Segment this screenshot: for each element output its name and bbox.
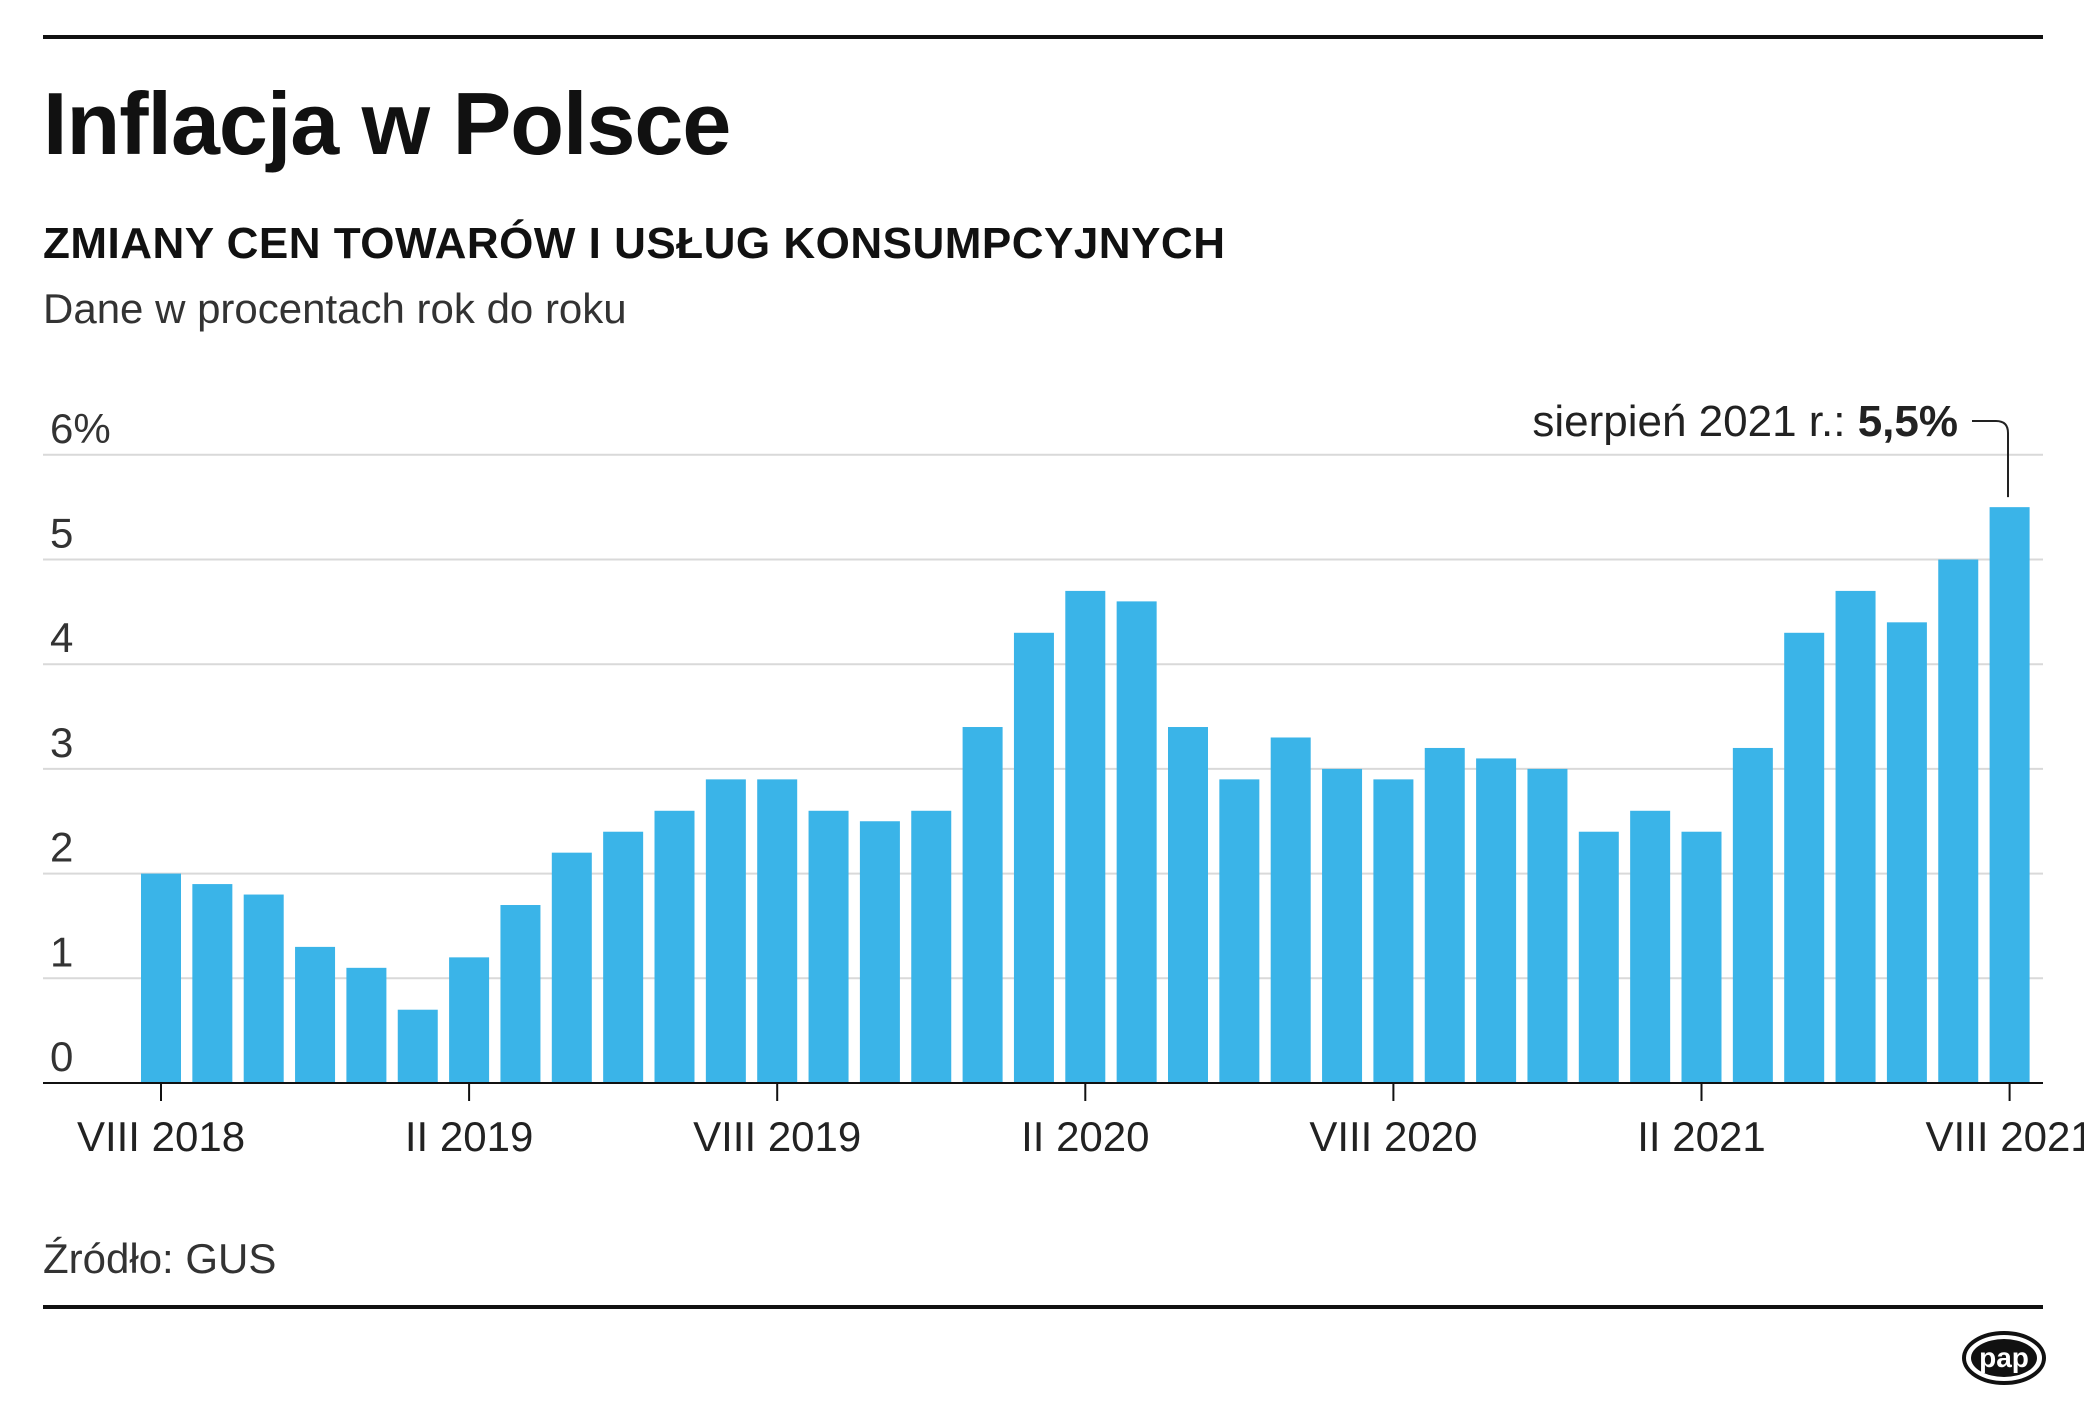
bar — [654, 810, 695, 1083]
top-rule — [43, 35, 2043, 39]
bar — [449, 957, 490, 1083]
bar — [141, 873, 181, 1083]
x-tick-label: VIII 2020 — [1309, 1113, 1477, 1160]
bar — [603, 831, 644, 1083]
bar — [192, 884, 233, 1083]
x-tick-label: VIII 2021 — [1926, 1113, 2084, 1160]
bar — [1989, 507, 2030, 1083]
chart-title: Inflacja w Polsce — [43, 74, 731, 173]
bar — [705, 779, 746, 1083]
bar — [346, 967, 387, 1083]
source-note: Źródło: GUS — [43, 1235, 277, 1282]
bars — [141, 507, 2030, 1083]
bar — [1373, 779, 1414, 1083]
bar — [397, 1009, 438, 1083]
y-tick-label: 0 — [50, 1033, 73, 1080]
x-tick-label: VIII 2019 — [693, 1113, 861, 1160]
bar — [808, 810, 849, 1083]
y-tick-label: 1 — [50, 928, 73, 975]
bar — [911, 810, 952, 1083]
bar — [1938, 559, 1979, 1083]
callout-value: 5,5% — [1858, 397, 1958, 446]
bar — [962, 727, 1003, 1083]
bar — [1013, 632, 1054, 1083]
bar — [243, 894, 284, 1083]
x-tick-label: II 2019 — [405, 1113, 533, 1160]
y-axis-labels: 0 1 2 3 4 5 6% — [50, 405, 111, 1080]
bar — [1732, 747, 1773, 1083]
bar — [1322, 768, 1363, 1083]
bar — [551, 852, 592, 1083]
bar — [1681, 831, 1722, 1083]
bar — [1835, 590, 1876, 1083]
bar — [1630, 810, 1671, 1083]
latest-value-callout: sierpień 2021 r.: 5,5% — [1532, 397, 2009, 498]
bar — [1065, 590, 1106, 1083]
bar-chart: 0 1 2 3 4 5 6% VIII 2018 II 2019 VIII 2019 II 202… — [43, 397, 2084, 1160]
x-tick-label: II 2020 — [1021, 1113, 1149, 1160]
bar — [295, 946, 336, 1083]
callout-text: sierpień 2021 r.: 5,5% — [1532, 397, 1958, 446]
bar — [1270, 737, 1311, 1083]
y-tick-label: 5 — [50, 510, 73, 557]
callout-leader-line — [1972, 420, 2009, 498]
logo-text: pap — [1979, 1342, 2029, 1373]
bottom-rule — [43, 1305, 2043, 1309]
x-tick-label: II 2021 — [1637, 1113, 1765, 1160]
y-tick-label: 3 — [50, 719, 73, 766]
y-tick-label: 6% — [50, 405, 111, 452]
x-tick-label: VIII 2018 — [77, 1113, 245, 1160]
bar — [1168, 727, 1208, 1083]
bar — [1476, 758, 1517, 1083]
y-tick-label: 2 — [50, 824, 73, 871]
bar — [1527, 768, 1568, 1083]
callout-label: sierpień 2021 r.: — [1532, 397, 1857, 446]
bar — [1219, 779, 1260, 1083]
bar — [1886, 622, 1927, 1083]
bar — [1784, 632, 1825, 1083]
bar — [500, 905, 541, 1083]
units-note: Dane w procentach rok do roku — [43, 285, 627, 332]
bar — [1424, 747, 1465, 1083]
chart-subtitle: ZMIANY CEN TOWARÓW I USŁUG KONSUMPCYJNYC… — [43, 219, 1226, 268]
bar — [757, 779, 798, 1083]
y-tick-label: 4 — [50, 614, 73, 661]
x-axis-ticks: VIII 2018 II 2019 VIII 2019 II 2020 VIII 202… — [77, 1083, 2084, 1160]
pap-logo: pap — [1962, 1331, 2046, 1385]
bar — [1116, 601, 1157, 1083]
bar — [859, 821, 900, 1083]
bar — [1578, 831, 1619, 1083]
